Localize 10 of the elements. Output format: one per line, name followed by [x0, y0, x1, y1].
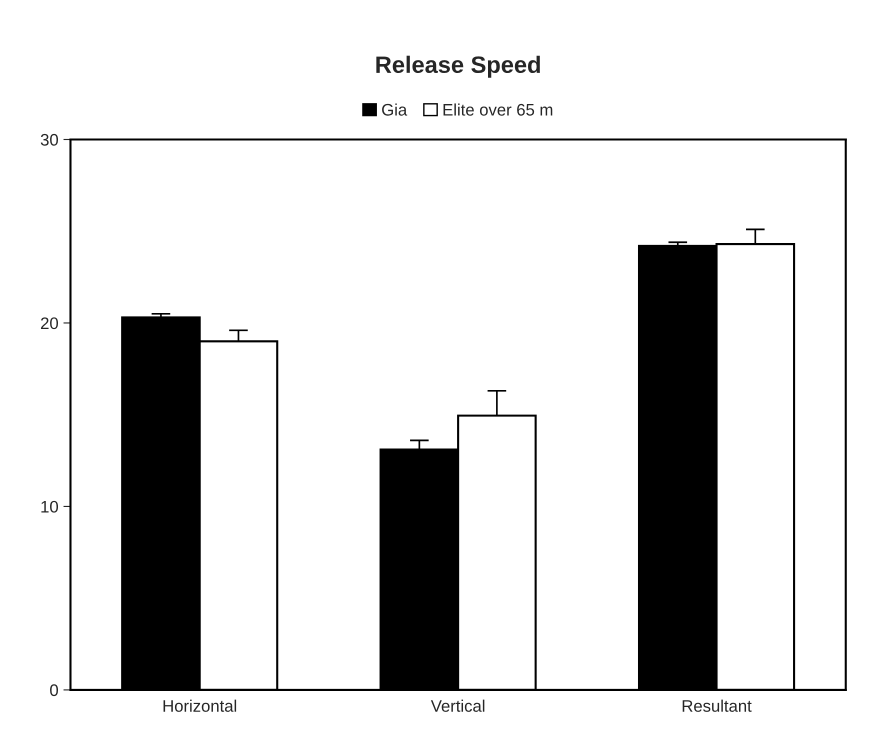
y-tick-label: 20 [40, 317, 58, 330]
legend-label: Elite over 65 m [444, 103, 552, 116]
y-tick-label: 10 [41, 500, 58, 513]
x-tick-label: Resultant [682, 700, 752, 712]
legend-label: Gia [382, 103, 408, 116]
y-tick-label: 0 [50, 684, 58, 696]
x-tick-label: Horizontal [164, 700, 236, 712]
y-tick-label: 30 [40, 134, 58, 146]
chart-title: Release Speed [376, 56, 540, 78]
x-tick-label: Vertical [430, 700, 484, 712]
